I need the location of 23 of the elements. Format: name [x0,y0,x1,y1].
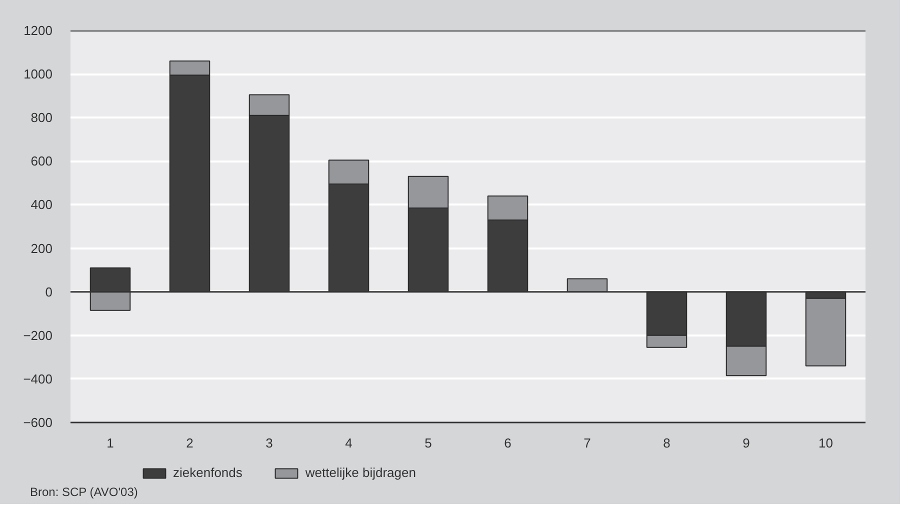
x-tick-label: 10 [818,436,833,450]
y-tick-label: −600 [23,415,53,430]
x-tick-label: 9 [742,436,750,450]
x-tick-label: 1 [106,436,114,450]
text: Bron: SCP (AVO'03) [30,484,138,501]
y-tick-label: −200 [23,328,53,343]
y-tick-label: 1200 [24,23,52,38]
legend-label: wettelijke bijdragen [305,465,416,480]
x-tick-label: 7 [584,436,591,450]
x-tick-label: 4 [345,436,352,450]
y-tick-label: −400 [23,371,53,386]
y-tick-label: 1000 [24,66,52,82]
y-tick-label: 200 [30,240,53,256]
x-tick-label: 5 [424,436,432,450]
y-tick-label: 0 [45,284,53,300]
y-tick-label: 600 [30,154,53,169]
y-tick-label: 800 [30,110,53,126]
x-tick-label: 3 [266,436,273,450]
y-tick-label: 400 [30,197,53,212]
legend-label: ziekenfonds [173,465,242,480]
x-tick-label: 2 [186,436,194,450]
x-tick-label: 6 [504,436,512,450]
x-tick-label: 8 [663,436,670,450]
